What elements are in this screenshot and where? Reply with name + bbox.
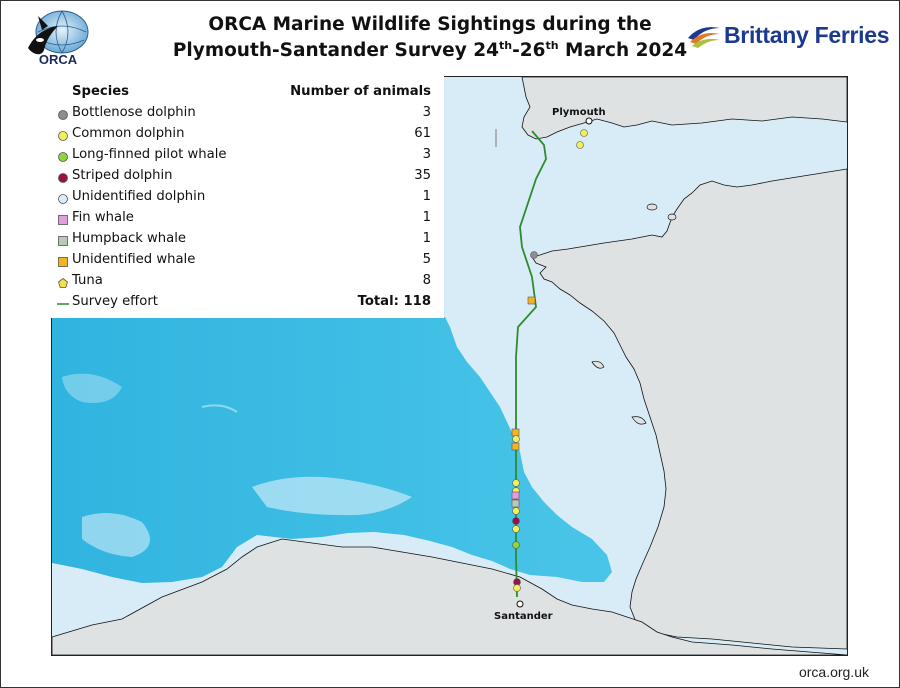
sighting-common-dolphin — [512, 479, 520, 487]
sightings-layer — [511, 129, 588, 592]
legend-item: Striped dolphin 35 — [51, 168, 444, 189]
circle-marker-icon — [58, 194, 68, 204]
sighting-common-dolphin — [512, 435, 520, 443]
legend-effort-row: Survey effort Total: 118 — [51, 294, 444, 315]
title-line-2: Plymouth-Santander Survey 24th-26th Marc… — [172, 38, 688, 61]
sighting-unidentified-whale — [511, 442, 520, 451]
plymouth-label: Plymouth — [552, 107, 606, 118]
deep-ocean — [52, 317, 612, 583]
seabed-feature — [62, 373, 122, 403]
sighting-common-dolphin — [576, 141, 584, 149]
legend-item: Tuna 8 — [51, 273, 444, 294]
legend-item: Fin whale 1 — [51, 210, 444, 231]
legend-item: Unidentified whale 5 — [51, 252, 444, 273]
sighting-unidentified-whale — [527, 296, 536, 305]
legend-total: Total: 118 — [357, 294, 431, 309]
england-coast — [521, 77, 847, 140]
legend-item: Common dolphin 61 — [51, 126, 444, 147]
map-title: ORCA Marine Wildlife Sightings during th… — [150, 12, 710, 64]
sighting-common-dolphin — [512, 507, 520, 515]
legend-item: Unidentified dolphin 1 — [51, 189, 444, 210]
line-marker-icon — [57, 303, 69, 305]
orca-logo: ORCA — [22, 10, 94, 68]
orca-globe-icon — [28, 10, 89, 55]
brittany-ferries-logo: Brittany Ferries — [686, 20, 896, 56]
santander-label: Santander — [494, 611, 553, 622]
legend-species-header: Species — [72, 84, 130, 99]
circle-marker-icon — [58, 173, 68, 183]
orca-logo-text: ORCA — [38, 52, 78, 67]
island — [591, 360, 605, 369]
brittany-ferries-text: Brittany Ferries — [724, 22, 890, 48]
sighting-bottlenose-dolphin — [530, 251, 538, 259]
circle-marker-icon — [58, 110, 68, 120]
footer-url: orca.org.uk — [798, 664, 869, 680]
legend-count-header: Number of animals — [290, 84, 431, 99]
seabed-feature — [252, 476, 412, 516]
sighting-common-dolphin — [580, 129, 588, 137]
sighting-fin-whale — [511, 491, 520, 500]
santander-port-marker — [516, 600, 524, 608]
seabed-feature — [82, 513, 150, 557]
map-legend: Species Number of animals Bottlenose dol… — [51, 76, 444, 318]
sighting-unidentified-whale — [511, 428, 520, 437]
circle-marker-icon — [58, 152, 68, 162]
title-line-1: ORCA Marine Wildlife Sightings during th… — [208, 14, 652, 35]
sighting-striped-dolphin — [512, 517, 520, 525]
sighting-humpback-whale — [511, 499, 520, 508]
circle-marker-icon — [58, 131, 68, 141]
pentagon-marker-icon — [58, 277, 68, 288]
sighting-common-dolphin — [513, 584, 521, 592]
sighting-common-dolphin — [512, 525, 520, 533]
square-marker-icon — [58, 236, 68, 246]
legend-item: Humpback whale 1 — [51, 231, 444, 252]
legend-item: Bottlenose dolphin 3 — [51, 105, 444, 126]
brittany-ferries-swirl-icon — [688, 27, 720, 48]
france-coast — [531, 168, 847, 650]
island — [631, 416, 647, 425]
channel-island — [646, 203, 658, 211]
square-marker-icon — [58, 257, 68, 267]
channel-island — [667, 213, 677, 221]
spain-coast — [52, 538, 847, 655]
legend-item: Long-finned pilot whale 3 — [51, 147, 444, 168]
square-marker-icon — [58, 215, 68, 225]
plymouth-port-marker — [585, 117, 593, 125]
sighting-pilot-whale — [512, 541, 520, 549]
